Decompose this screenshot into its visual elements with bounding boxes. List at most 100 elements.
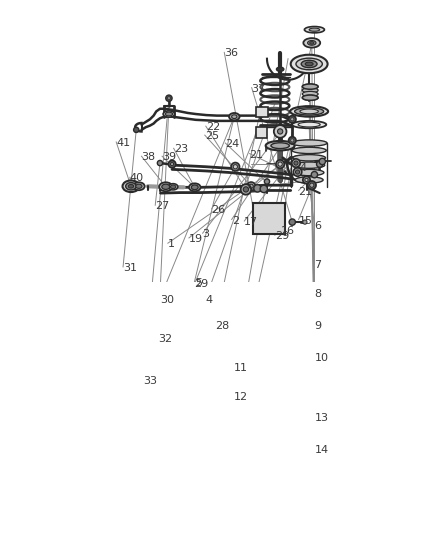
Text: 39: 39	[162, 152, 176, 162]
Circle shape	[233, 165, 237, 169]
Ellipse shape	[292, 147, 326, 154]
Circle shape	[168, 160, 176, 168]
Text: 2: 2	[232, 215, 239, 225]
Ellipse shape	[159, 182, 172, 191]
Ellipse shape	[302, 87, 318, 93]
Circle shape	[170, 163, 173, 166]
Circle shape	[294, 161, 298, 165]
Circle shape	[291, 139, 294, 142]
Ellipse shape	[305, 62, 313, 66]
Text: 12: 12	[234, 392, 248, 402]
Circle shape	[243, 187, 248, 192]
Circle shape	[289, 219, 296, 225]
Text: 34: 34	[293, 163, 307, 173]
Circle shape	[260, 185, 268, 192]
Ellipse shape	[296, 58, 322, 70]
Circle shape	[265, 179, 270, 184]
Circle shape	[305, 179, 308, 182]
Ellipse shape	[165, 112, 173, 116]
Ellipse shape	[189, 183, 201, 191]
Text: 13: 13	[314, 413, 328, 423]
Text: 4: 4	[206, 295, 213, 304]
Circle shape	[289, 116, 296, 123]
Text: 11: 11	[234, 362, 248, 373]
FancyBboxPatch shape	[256, 127, 267, 138]
Ellipse shape	[126, 183, 136, 190]
Circle shape	[289, 136, 296, 144]
Circle shape	[317, 161, 323, 167]
Ellipse shape	[271, 143, 290, 149]
Ellipse shape	[136, 184, 142, 188]
Text: 9: 9	[314, 321, 321, 331]
Text: 27: 27	[155, 201, 170, 211]
Ellipse shape	[290, 106, 328, 117]
Text: 24: 24	[225, 139, 240, 149]
Text: 7: 7	[314, 260, 321, 270]
Ellipse shape	[301, 60, 317, 68]
Circle shape	[310, 183, 314, 187]
Ellipse shape	[302, 84, 318, 89]
Text: 20: 20	[250, 184, 264, 194]
Ellipse shape	[291, 140, 327, 146]
Circle shape	[254, 184, 261, 192]
Text: 10: 10	[314, 353, 328, 362]
Text: 36: 36	[224, 49, 238, 59]
Ellipse shape	[302, 95, 318, 100]
Text: 23: 23	[173, 144, 188, 155]
Text: 1: 1	[168, 239, 175, 249]
Text: 33: 33	[144, 376, 158, 386]
Ellipse shape	[300, 109, 318, 114]
Text: 14: 14	[314, 445, 328, 455]
Text: 16: 16	[281, 226, 295, 236]
Circle shape	[296, 170, 300, 174]
Text: 15: 15	[299, 215, 313, 225]
Circle shape	[247, 182, 255, 190]
Text: 6: 6	[314, 221, 321, 231]
Ellipse shape	[266, 141, 295, 150]
Ellipse shape	[293, 162, 325, 168]
Text: 38: 38	[141, 152, 155, 162]
Text: 26: 26	[212, 205, 226, 215]
FancyBboxPatch shape	[256, 107, 268, 117]
Circle shape	[303, 176, 310, 184]
Ellipse shape	[293, 155, 325, 161]
Text: 30: 30	[160, 295, 174, 304]
Circle shape	[311, 172, 318, 178]
Circle shape	[231, 163, 240, 171]
Circle shape	[276, 160, 284, 168]
Text: 19: 19	[189, 234, 203, 244]
Ellipse shape	[309, 28, 320, 31]
Text: 40: 40	[130, 173, 144, 183]
Text: 8: 8	[314, 289, 321, 300]
Ellipse shape	[170, 185, 176, 189]
Text: 5: 5	[195, 278, 202, 288]
Circle shape	[157, 160, 162, 166]
Circle shape	[167, 96, 170, 100]
Text: 17: 17	[244, 217, 258, 227]
FancyBboxPatch shape	[253, 203, 286, 233]
Circle shape	[240, 184, 251, 195]
Text: 21: 21	[250, 150, 264, 159]
Circle shape	[319, 158, 325, 165]
Ellipse shape	[133, 182, 145, 190]
Ellipse shape	[162, 184, 170, 189]
Ellipse shape	[292, 121, 326, 128]
Ellipse shape	[310, 42, 314, 44]
Ellipse shape	[295, 177, 323, 183]
Circle shape	[166, 95, 172, 101]
Circle shape	[278, 162, 282, 166]
Ellipse shape	[168, 184, 178, 190]
Text: 32: 32	[158, 334, 172, 344]
Ellipse shape	[295, 108, 324, 115]
Ellipse shape	[291, 55, 328, 73]
Text: 37: 37	[252, 84, 266, 94]
Text: 41: 41	[116, 138, 131, 148]
Text: 3: 3	[203, 229, 210, 239]
Text: 31: 31	[123, 263, 137, 273]
Text: 21: 21	[299, 187, 313, 197]
Ellipse shape	[123, 181, 139, 192]
Circle shape	[278, 129, 283, 134]
Text: 28: 28	[215, 321, 230, 331]
Text: 22: 22	[206, 122, 220, 132]
Ellipse shape	[191, 185, 198, 190]
